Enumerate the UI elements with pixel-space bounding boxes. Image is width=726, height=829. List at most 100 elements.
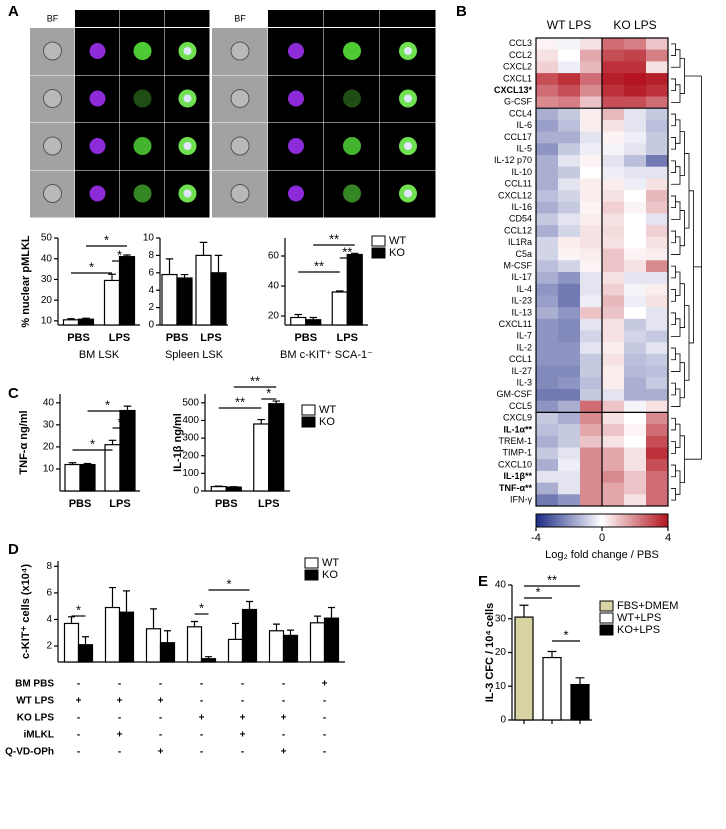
heatmap-cell — [536, 307, 559, 320]
nucleus — [288, 185, 304, 202]
heatmap-cell — [580, 201, 603, 214]
y-tick-label: 40 — [43, 397, 55, 408]
heatmap-cell — [536, 330, 559, 343]
heatmap-cell — [536, 342, 559, 355]
heatmap-cell — [602, 459, 625, 472]
heatmap-cell — [580, 295, 603, 308]
row-label: CCL12 — [504, 225, 532, 235]
heatmap-cell — [624, 213, 647, 226]
condition-mark: - — [77, 747, 80, 758]
merge-core — [183, 142, 192, 150]
bar — [570, 683, 590, 721]
error-bar — [294, 313, 302, 318]
heatmap-cell — [580, 424, 603, 437]
x-tick-label: LPS — [258, 498, 279, 510]
heatmap-cell — [602, 365, 625, 378]
legend-label: WT — [389, 235, 406, 247]
bar — [323, 617, 340, 663]
legend-label: KO — [319, 416, 335, 428]
heatmap-cell — [580, 307, 603, 320]
row-label: G-CSF — [504, 97, 533, 107]
significance-label: * — [226, 576, 231, 591]
heatmap-cell — [646, 166, 669, 179]
condition-mark: - — [77, 679, 80, 690]
legend-swatch — [599, 624, 614, 636]
row-label: CXCL9 — [503, 413, 532, 423]
heatmap-cell — [558, 307, 581, 320]
bar — [176, 277, 193, 326]
panel-letter: B — [456, 3, 467, 20]
heatmap-cell — [602, 213, 625, 226]
error-bar — [82, 636, 89, 645]
condition-mark: + — [322, 679, 328, 690]
x-axis-label: Spleen LSK — [165, 349, 224, 361]
heatmap-cell — [602, 119, 625, 132]
y-tick-label: 0 — [193, 486, 199, 497]
error-bar — [67, 318, 75, 320]
heatmap-cell — [624, 283, 647, 296]
condition-mark: + — [240, 713, 246, 724]
row-label: CD54 — [509, 214, 532, 224]
heatmap-cell — [558, 155, 581, 168]
heatmap-cell — [602, 377, 625, 390]
pmlkl-signal — [343, 184, 361, 203]
row-label: CCL4 — [509, 108, 532, 118]
heatmap-cell — [646, 236, 669, 249]
bar — [118, 256, 136, 326]
bar — [104, 606, 121, 663]
heatmap-cell — [602, 272, 625, 285]
y-tick-label: 20 — [495, 647, 507, 658]
heatmap-cell — [646, 318, 669, 331]
heatmap-cell — [646, 412, 669, 425]
pmlkl-signal — [343, 42, 361, 60]
heatmap-cell — [536, 190, 559, 203]
heatmap-cell — [624, 236, 647, 249]
cell — [43, 136, 62, 156]
heatmap-cell — [536, 283, 559, 296]
heatmap-cell — [558, 166, 581, 179]
nucleus — [89, 90, 106, 107]
condition-mark: - — [200, 747, 203, 758]
merge-core — [404, 189, 412, 198]
merge-core — [404, 47, 412, 55]
row-label: M-CSF — [504, 261, 533, 271]
bar — [346, 253, 363, 326]
bar — [210, 272, 227, 326]
merge-core — [183, 47, 192, 55]
y-tick-label: 40 — [495, 580, 507, 591]
heatmap-cell — [646, 400, 669, 413]
panel-letter: C — [8, 385, 19, 402]
significance-label: ** — [329, 231, 339, 246]
condition-label: BM PBS — [15, 679, 54, 690]
heatmap-cell — [536, 225, 559, 238]
heatmap-cell — [536, 155, 559, 168]
significance-label: * — [266, 385, 271, 400]
heatmap-cell — [624, 447, 647, 460]
condition-mark: - — [118, 747, 121, 758]
heatmap-cell — [624, 295, 647, 308]
heatmap-cell — [558, 38, 581, 51]
heatmap-cell — [580, 260, 603, 273]
heatmap-cell — [536, 389, 559, 402]
row-label: IL1Ra — [508, 237, 532, 247]
bar — [282, 634, 299, 663]
row-label: IL-13 — [511, 307, 532, 317]
heatmap-cell — [602, 447, 625, 460]
heatmap-cell — [580, 84, 603, 97]
heatmap-cell — [602, 225, 625, 238]
heatmap-cell — [624, 96, 647, 109]
bar — [225, 486, 242, 492]
heatmap-cell — [624, 318, 647, 331]
legend-swatch — [599, 600, 614, 612]
heatmap-cell — [558, 482, 581, 495]
heatmap-cell — [580, 131, 603, 144]
heatmap-cell — [536, 201, 559, 214]
heatmap-cell — [558, 459, 581, 472]
y-tick-label: 500 — [182, 397, 199, 408]
legend-label: WT+LPS — [617, 612, 661, 624]
heatmap-cell — [558, 96, 581, 109]
error-bar — [214, 254, 223, 273]
heatmap-cell — [580, 166, 603, 179]
legend-swatch — [371, 235, 386, 247]
heatmap-cell — [646, 377, 669, 390]
